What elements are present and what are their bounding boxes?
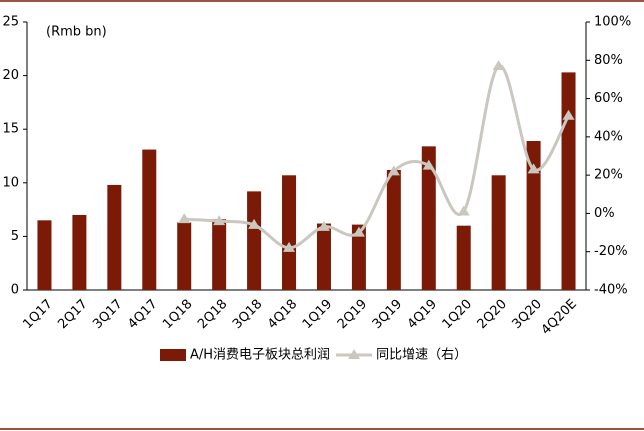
y2-tick-label: 20% bbox=[594, 168, 623, 183]
legend-marker bbox=[348, 349, 361, 359]
bar bbox=[107, 184, 122, 290]
bar bbox=[351, 224, 366, 290]
y2-tick-label: 100% bbox=[594, 15, 631, 30]
legend-label: A/H消费电子板块总利润 bbox=[190, 348, 330, 363]
y2-tick-label: 40% bbox=[594, 129, 623, 144]
x-tick-label: 4Q19 bbox=[405, 297, 440, 332]
x-tick-label: 4Q18 bbox=[265, 297, 300, 332]
bar bbox=[72, 214, 87, 290]
y-tick-label: 10 bbox=[2, 175, 19, 190]
legend-swatch bbox=[160, 349, 186, 361]
line-marker bbox=[317, 220, 330, 231]
x-tick-label: 2Q18 bbox=[195, 297, 230, 332]
bar bbox=[386, 169, 401, 290]
bar bbox=[491, 175, 506, 290]
x-tick-label: 2Q19 bbox=[335, 297, 370, 332]
line-marker bbox=[248, 218, 261, 229]
bar bbox=[526, 140, 541, 290]
line-marker bbox=[527, 163, 540, 174]
bar bbox=[212, 219, 227, 290]
y-tick-label: 0 bbox=[11, 283, 19, 298]
bar bbox=[421, 146, 436, 290]
x-tick-label: 1Q18 bbox=[160, 297, 195, 332]
line-marker bbox=[457, 205, 470, 216]
bar bbox=[561, 72, 576, 290]
x-tick-label: 4Q17 bbox=[125, 297, 160, 332]
line-marker bbox=[422, 159, 435, 170]
line-marker bbox=[283, 241, 296, 252]
x-tick-label: 1Q17 bbox=[20, 297, 55, 332]
y2-tick-label: 80% bbox=[594, 53, 623, 68]
bar bbox=[142, 149, 157, 290]
y-tick-label: 5 bbox=[11, 229, 19, 244]
y2-tick-label: -40% bbox=[594, 283, 628, 298]
line bbox=[184, 64, 570, 250]
x-tick-label: 3Q18 bbox=[230, 297, 265, 332]
bar bbox=[456, 225, 471, 290]
line-marker bbox=[213, 215, 226, 226]
line-marker bbox=[352, 226, 365, 237]
line-marker bbox=[492, 60, 505, 71]
y-tick-label: 20 bbox=[2, 68, 19, 83]
unit-annotation: (Rmb bn) bbox=[46, 25, 107, 40]
bar bbox=[177, 222, 192, 290]
bar bbox=[282, 175, 297, 290]
y-tick-label: 25 bbox=[2, 15, 19, 30]
bar bbox=[316, 223, 331, 290]
x-tick-label: 1Q19 bbox=[300, 297, 335, 332]
y2-tick-label: 60% bbox=[594, 91, 623, 106]
x-tick-label: 2Q20 bbox=[475, 297, 510, 332]
line-marker bbox=[562, 109, 575, 120]
y2-tick-label: -20% bbox=[594, 244, 628, 259]
x-tick-label: 3Q17 bbox=[90, 297, 125, 332]
x-tick-label: 2Q17 bbox=[55, 297, 90, 332]
bar bbox=[37, 220, 52, 290]
x-tick-label: 1Q20 bbox=[440, 297, 475, 332]
line-marker bbox=[387, 165, 400, 176]
y-tick-label: 15 bbox=[2, 122, 19, 137]
x-tick-label: 3Q19 bbox=[370, 297, 405, 332]
legend-label: 同比增速（右） bbox=[376, 348, 467, 363]
x-tick-label: 4Q20E bbox=[539, 297, 580, 338]
bar bbox=[247, 191, 262, 290]
y2-tick-label: 0% bbox=[594, 206, 615, 221]
line-marker bbox=[178, 213, 191, 224]
